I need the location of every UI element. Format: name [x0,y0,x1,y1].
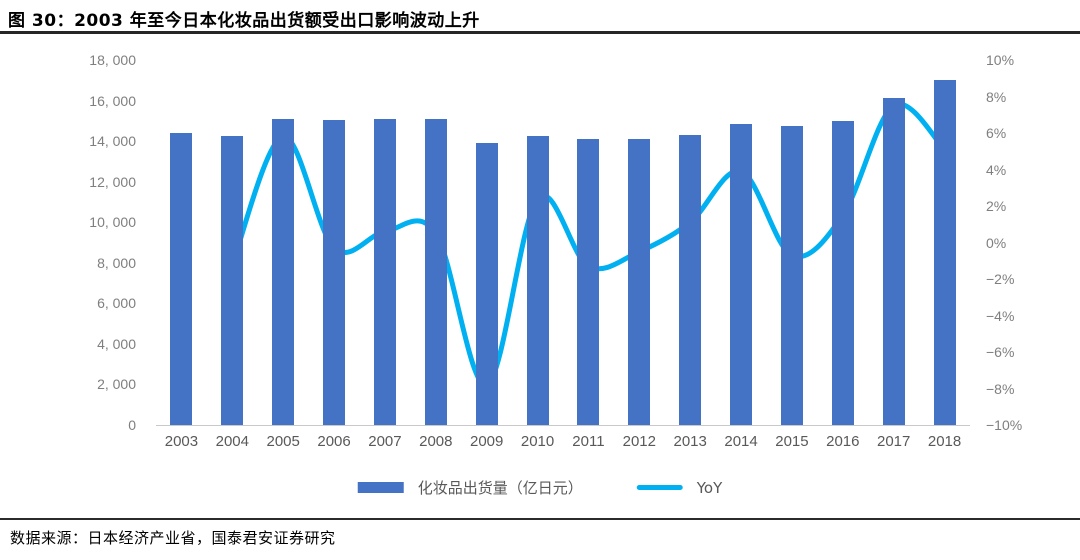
bar-2006 [323,119,346,425]
x-axis-label-2017: 2017 [877,433,911,450]
bar-2014 [730,123,753,425]
bar-2017 [882,97,905,425]
y-axis-tick-left: 16, 000 [89,92,136,109]
y-axis-tick-right: 8% [986,88,1007,105]
x-axis-label-2006: 2006 [317,433,351,450]
legend: 化妆品出货量（亿日元） YoY [357,477,723,498]
x-axis-label-2008: 2008 [419,433,453,450]
x-axis-label-2012: 2012 [622,433,656,450]
bar-2011 [577,139,600,425]
bar-2018 [933,80,956,425]
y-axis-tick-right: 10% [986,52,1015,68]
y-axis-tick-right: −6% [986,344,1015,360]
bar-2008 [424,118,447,425]
y-axis-tick-left: 6, 000 [97,295,136,312]
y-axis-tick-right: −8% [986,380,1015,397]
x-axis-label-2016: 2016 [826,433,860,450]
x-axis-label-2010: 2010 [520,433,555,450]
x-axis-label-2018: 2018 [927,433,962,450]
x-axis-label-2013: 2013 [673,433,707,450]
legend-bar-swatch [357,482,404,493]
x-axis-label-2011: 2011 [572,433,605,450]
plot-area [156,60,970,426]
y-axis-tick-left: 14, 000 [89,133,136,150]
x-axis-label-2005: 2005 [266,433,300,450]
y-axis-tick-right: −10% [986,417,1023,433]
figure-title: 图 30：2003 年至今日本化妆品出货额受出口影响波动上升 [8,11,480,31]
legend-bar-label: 化妆品出货量（亿日元） [417,479,583,497]
bar-2015 [780,125,803,425]
x-axis-label-2004: 2004 [215,433,249,450]
bar-2013 [679,135,702,425]
footer-divider [0,518,1080,520]
y-axis-tick-left: 10, 000 [89,214,136,231]
bar-2005 [272,118,295,425]
y-axis-tick-right: 6% [986,125,1007,141]
y-axis-tick-left: 0 [128,417,136,433]
y-axis-tick-left: 18, 000 [89,52,136,68]
x-axis-label-2003: 2003 [164,433,199,450]
legend-line-label: YoY [696,478,723,497]
y-axis-tick-left: 8, 000 [97,254,136,271]
x-axis-label-2014: 2014 [724,433,758,450]
y-axis-tick-right: −2% [986,271,1015,287]
data-source-text: 数据来源：日本经济产业省，国泰君安证券研究 [10,529,336,547]
title-divider [0,31,1080,34]
x-axis-label-2007: 2007 [368,433,402,450]
y-axis-tick-right: 2% [986,198,1007,214]
y-axis-tick-right: 0% [986,234,1007,251]
bar-2009 [475,143,498,425]
y-axis-tick-right: −4% [986,307,1015,324]
x-axis-label-2015: 2015 [775,433,809,450]
x-axis-label-2009: 2009 [470,433,504,450]
bar-2004 [221,136,244,425]
y-axis-tick-left: 2, 000 [97,376,136,393]
legend-line-swatch [636,485,683,490]
y-axis-tick-left: 12, 000 [89,173,136,190]
y-axis-tick-left: 4, 000 [97,335,136,352]
bar-2003 [170,133,193,425]
y-axis-tick-right: 4% [986,161,1007,178]
bar-2007 [373,118,396,425]
bar-2016 [831,120,854,425]
bar-2012 [628,139,651,425]
bar-2010 [526,136,549,425]
